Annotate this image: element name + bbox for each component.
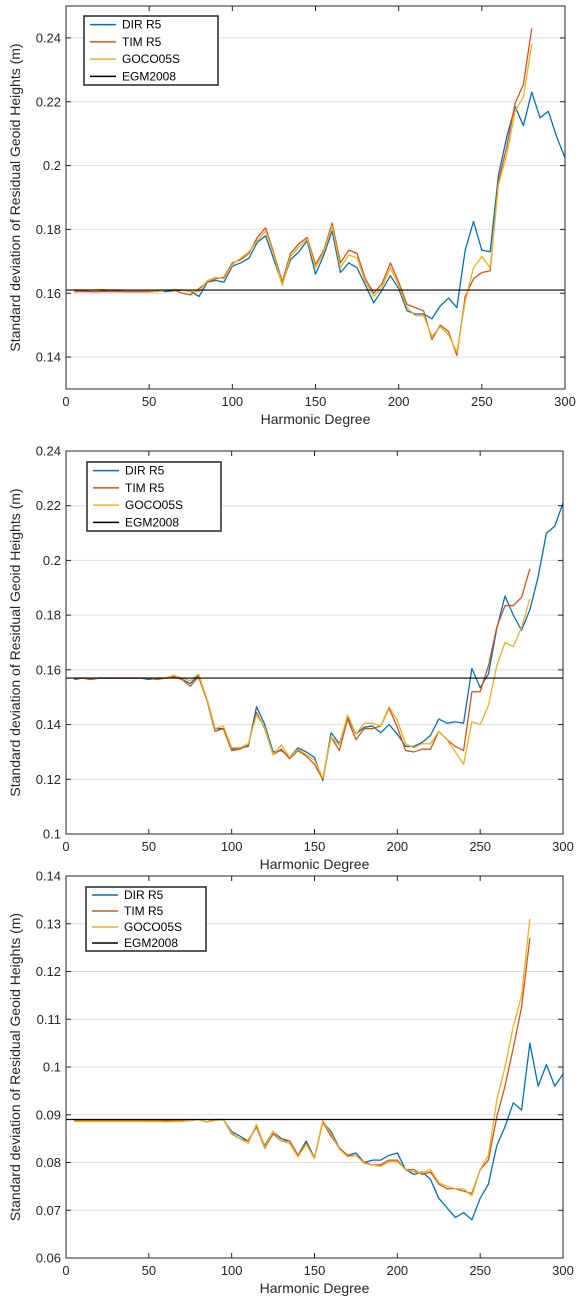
x-tick-label: 300 <box>552 1263 574 1278</box>
x-tick-label: 100 <box>221 394 243 409</box>
x-axis-label: Harmonic Degree <box>260 1280 370 1296</box>
legend-box <box>83 15 219 86</box>
y-tick-label: 0.13 <box>36 916 61 931</box>
chart-panel-top: 0 50 100 150 200 250 300 0.14 0.16 0.18 0.2 0.22 0.2… <box>0 0 583 435</box>
series-group <box>66 918 563 1221</box>
y-tick-label: 0.2 <box>43 158 61 173</box>
legend-label-egm2008: EGM2008 <box>124 936 178 950</box>
y-tick-label: 0.14 <box>36 350 61 365</box>
x-tick-label: 0 <box>62 839 69 854</box>
y-tick-label: 0.16 <box>36 662 61 677</box>
y-tick-label: 0.22 <box>36 498 61 513</box>
y-tick-label: 0.18 <box>36 608 61 623</box>
y-tick-label: 0.09 <box>36 1107 61 1122</box>
legend-label-dir-r5: DIR R5 <box>122 18 162 32</box>
series-group <box>66 502 563 782</box>
y-tick-label: 0.12 <box>36 964 61 979</box>
legend: DIR R5 TIM R5 GOCO05S EGM2008 <box>83 15 219 86</box>
y-tick-label: 0.14 <box>36 869 61 884</box>
legend-label-dir-r5: DIR R5 <box>124 888 164 902</box>
y-tick-label: 0.2 <box>43 553 61 568</box>
x-tick-label: 100 <box>221 1263 243 1278</box>
legend: DIR R5 TIM R5 GOCO05S EGM2008 <box>85 886 207 952</box>
y-tick-label: 0.12 <box>36 772 61 787</box>
legend-label-tim-r5: TIM R5 <box>124 904 164 918</box>
x-axis-label: Harmonic Degree <box>260 856 370 872</box>
x-tick-label: 150 <box>305 394 327 409</box>
legend-label-dir-r5: DIR R5 <box>125 464 165 478</box>
x-tick-label: 300 <box>554 394 576 409</box>
chart-panel-middle: 0 50 100 150 200 250 300 0.1 0.12 0.14 0.16 0.18 0.2… <box>0 435 583 873</box>
legend-label-egm2008: EGM2008 <box>125 515 179 529</box>
x-tick-label: 300 <box>552 839 574 854</box>
chart-svg-bottom: 0 50 100 150 200 250 300 0.06 0.07 0.08 0.09 0.1 0.1… <box>7 869 574 1297</box>
x-axis-label: Harmonic Degree <box>261 411 371 427</box>
legend: DIR R5 TIM R5 GOCO05S EGM2008 <box>86 461 222 532</box>
x-tick-label: 200 <box>386 1263 408 1278</box>
legend-box <box>86 461 222 532</box>
x-tick-label: 100 <box>221 839 243 854</box>
x-tick-label: 250 <box>469 839 491 854</box>
y-tick-label: 0.07 <box>36 1203 61 1218</box>
x-tick-label: 150 <box>304 839 326 854</box>
y-tick-label: 0.1 <box>43 827 61 842</box>
y-tick-label: 0.24 <box>36 444 61 459</box>
x-tick-label: 250 <box>469 1263 491 1278</box>
x-tick-label: 50 <box>142 394 156 409</box>
y-tick-label: 0.16 <box>36 286 61 301</box>
legend-label-egm2008: EGM2008 <box>122 69 176 83</box>
legend-box <box>85 886 207 952</box>
y-tick-label: 0.1 <box>43 1060 61 1075</box>
legend-label-tim-r5: TIM R5 <box>125 481 165 495</box>
y-tick-label: 0.14 <box>36 717 61 732</box>
y-tick-label: 0.11 <box>37 1012 61 1027</box>
y-tick-label: 0.22 <box>36 94 61 109</box>
x-tick-label: 200 <box>386 839 408 854</box>
chart-svg-top: 0 50 100 150 200 250 300 0.14 0.16 0.18 0.2 0.22 0.2… <box>7 5 576 427</box>
series-line-tim-r5 <box>74 28 533 357</box>
chart-svg-middle: 0 50 100 150 200 250 300 0.1 0.12 0.14 0.16 0.18 0.2… <box>7 444 574 873</box>
series-line-goco05s <box>74 918 531 1197</box>
legend-label-tim-r5: TIM R5 <box>122 35 162 49</box>
legend-label-goco05s: GOCO05S <box>124 920 182 934</box>
x-tick-label: 150 <box>304 1263 326 1278</box>
legend-label-goco05s: GOCO05S <box>122 52 180 66</box>
legend-label-goco05s: GOCO05S <box>125 498 183 512</box>
x-tick-label: 200 <box>388 394 410 409</box>
x-tick-label: 0 <box>62 1263 69 1278</box>
y-axis-label: Standard deviation of Residual Geoid Hei… <box>7 43 23 351</box>
y-axis-label: Standard deviation of Residual Geoid Hei… <box>7 488 23 796</box>
x-tick-label: 250 <box>471 394 493 409</box>
x-tick-label: 50 <box>142 1263 156 1278</box>
y-tick-label: 0.18 <box>36 222 61 237</box>
y-tick-label: 0.06 <box>36 1251 61 1266</box>
x-tick-label: 50 <box>142 839 156 854</box>
x-tick-label: 0 <box>62 394 69 409</box>
y-tick-label: 0.08 <box>36 1155 61 1170</box>
y-axis-label: Standard deviation of Residual Geoid Hei… <box>7 913 23 1221</box>
y-tick-label: 0.24 <box>36 30 61 45</box>
chart-panel-bottom: 0 50 100 150 200 250 300 0.06 0.07 0.08 0.09 0.1 0.1… <box>0 865 583 1298</box>
series-group <box>66 28 565 357</box>
